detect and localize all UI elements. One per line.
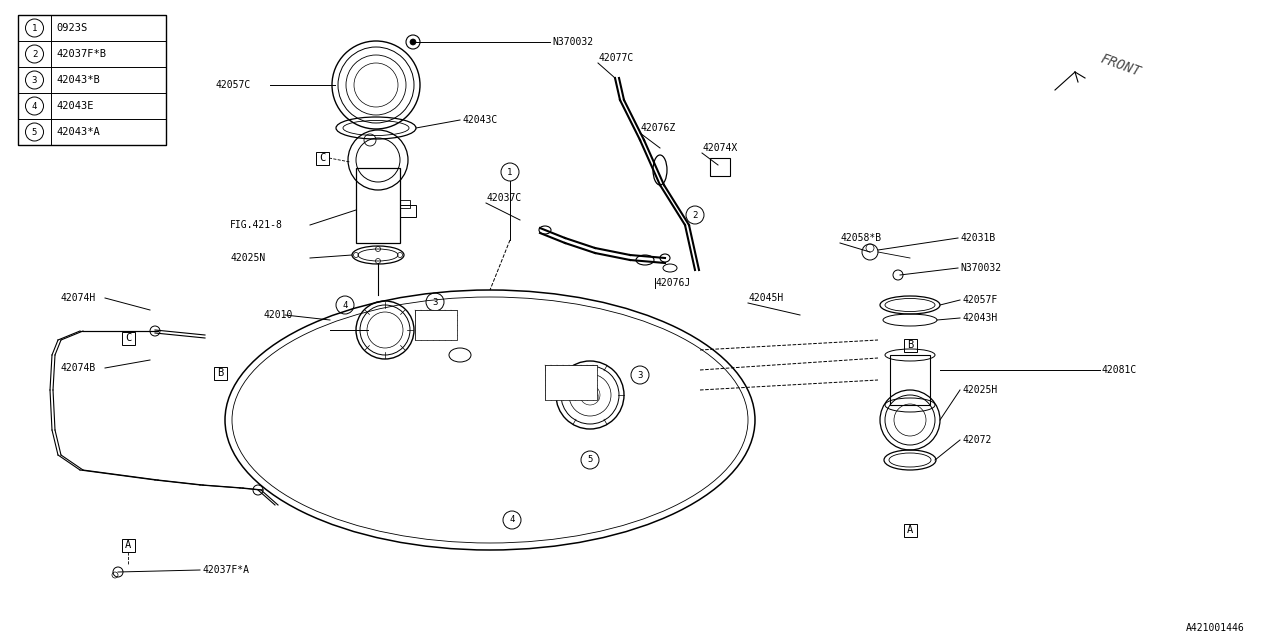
Text: 42043*A: 42043*A — [56, 127, 100, 137]
Text: 3: 3 — [32, 76, 37, 84]
Text: 42076J: 42076J — [655, 278, 690, 288]
Text: 1: 1 — [32, 24, 37, 33]
Text: 5: 5 — [588, 456, 593, 465]
Bar — [890, 355, 931, 405]
Text: 42025N: 42025N — [230, 253, 265, 263]
Text: A: A — [125, 540, 131, 550]
Text: 42043*B: 42043*B — [56, 75, 100, 85]
Bar — [315, 152, 329, 164]
Bar — [214, 367, 227, 380]
Bar — [904, 339, 916, 351]
Bar — [401, 205, 416, 217]
Text: 42045H: 42045H — [748, 293, 783, 303]
Text: FIG.421-8: FIG.421-8 — [230, 220, 283, 230]
Text: A: A — [906, 525, 913, 535]
Text: 42025H: 42025H — [963, 385, 997, 395]
Text: 4: 4 — [342, 301, 348, 310]
Bar — [356, 168, 401, 243]
Text: N370032: N370032 — [552, 37, 593, 47]
Text: B: B — [906, 340, 913, 350]
Text: N370032: N370032 — [960, 263, 1001, 273]
Text: 3: 3 — [637, 371, 643, 380]
Text: 42010: 42010 — [262, 310, 292, 320]
Text: 42037F*B: 42037F*B — [56, 49, 106, 59]
Text: A421001446: A421001446 — [1187, 623, 1245, 633]
Text: 2: 2 — [32, 49, 37, 58]
Text: 42057F: 42057F — [963, 295, 997, 305]
Bar — [401, 200, 410, 208]
Text: 4: 4 — [509, 515, 515, 525]
Text: 42072: 42072 — [963, 435, 992, 445]
Bar — [415, 310, 457, 340]
Circle shape — [410, 39, 416, 45]
Text: B: B — [216, 368, 223, 378]
Text: 2: 2 — [692, 211, 698, 220]
Text: 42037F*A: 42037F*A — [202, 565, 250, 575]
Text: 42043C: 42043C — [462, 115, 497, 125]
Text: 42031B: 42031B — [960, 233, 996, 243]
Text: 42076Z: 42076Z — [640, 123, 676, 133]
Text: 42043H: 42043H — [963, 313, 997, 323]
Text: 42037C: 42037C — [486, 193, 521, 203]
Text: FRONT: FRONT — [1098, 51, 1142, 79]
Text: 42058*B: 42058*B — [840, 233, 881, 243]
Text: 4: 4 — [32, 102, 37, 111]
Text: 42077C: 42077C — [598, 53, 634, 63]
Text: 42057C: 42057C — [215, 80, 251, 90]
Text: 0923S: 0923S — [56, 23, 87, 33]
Text: 1: 1 — [507, 168, 513, 177]
Text: 3: 3 — [433, 298, 438, 307]
Bar — [904, 524, 916, 536]
Text: C: C — [319, 153, 325, 163]
Text: 42074X: 42074X — [701, 143, 737, 153]
Text: 5: 5 — [32, 127, 37, 136]
Bar — [710, 158, 730, 176]
Bar — [545, 365, 596, 400]
Text: 42074H: 42074H — [60, 293, 95, 303]
Text: 42081C: 42081C — [1102, 365, 1137, 375]
Text: C: C — [125, 333, 131, 343]
Bar — [18, 15, 166, 145]
Text: 42043E: 42043E — [56, 101, 93, 111]
Text: 42074B: 42074B — [60, 363, 95, 373]
Bar — [122, 538, 134, 552]
Bar — [122, 332, 134, 344]
